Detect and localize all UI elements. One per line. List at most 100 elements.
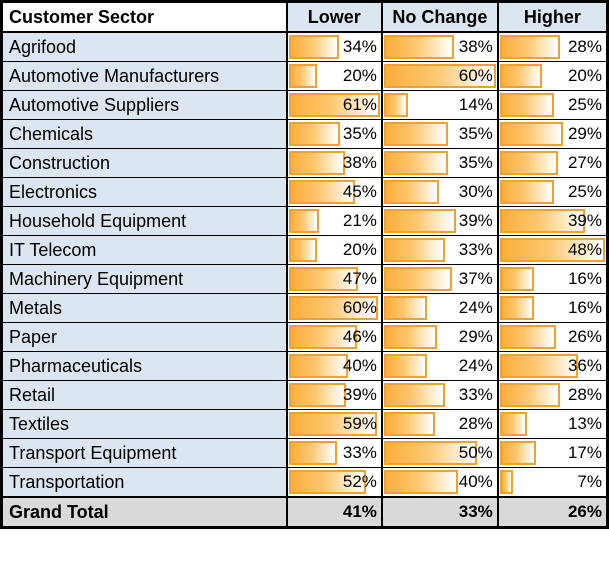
data-bar [383,93,409,117]
data-bar [288,470,367,494]
percent-value: 16% [567,269,602,288]
sector-label: Electronics [0,177,288,207]
data-bar [499,383,561,407]
data-bar [499,180,554,204]
sector-label: Paper [0,322,288,352]
data-bar [383,151,449,175]
grand-total-row: Grand Total 41% 33% 26% [0,496,609,528]
data-cell-higher: 16% [496,293,609,323]
table-row: Metals 60% 24% 16% [0,293,609,323]
percent-value: 46% [342,327,377,346]
data-bar [499,412,527,436]
data-cell-lower: 59% [285,409,383,439]
percent-value: 45% [342,182,377,201]
data-cell-no-change: 24% [380,293,499,323]
data-cell-lower: 35% [285,119,383,149]
data-bar [288,325,357,349]
sector-label: Textiles [0,409,288,439]
sector-label: Machinery Equipment [0,264,288,294]
percent-value: 25% [567,95,602,114]
data-bar [499,296,534,320]
data-bar [383,412,436,436]
data-bar [383,296,428,320]
data-bar [383,267,453,291]
data-cell-higher: 39% [496,206,609,236]
sector-label: Metals [0,293,288,323]
table-row: Pharmaceuticals 40% 24% 36% [0,351,609,381]
data-cell-no-change: 38% [380,31,499,62]
percent-value: 35% [342,124,377,143]
data-cell-no-change: 33% [380,235,499,265]
data-bar [383,209,456,233]
percent-value: 21% [342,211,377,230]
sector-label: Construction [0,148,288,178]
data-bar [383,35,454,59]
table-row: Automotive Suppliers 61% 14% 25% [0,90,609,120]
data-cell-no-change: 35% [380,148,499,178]
table-row: Transport Equipment 33% 50% 17% [0,438,609,468]
sector-label: Household Equipment [0,206,288,236]
data-cell-no-change: 35% [380,119,499,149]
data-bar [383,122,449,146]
grand-total-no-change-value: 33% [380,496,499,528]
percent-value: 17% [567,443,602,462]
data-cell-higher: 7% [496,467,609,498]
data-cell-no-change: 40% [380,467,499,498]
data-bar [383,180,439,204]
data-cell-no-change: 39% [380,206,499,236]
data-bar [383,354,428,378]
table-row: Machinery Equipment 47% 37% 16% [0,264,609,294]
percent-value: 39% [342,385,377,404]
data-bar [288,35,339,59]
data-cell-no-change: 28% [380,409,499,439]
data-bar [288,238,318,262]
data-bar [499,238,605,262]
data-bar [288,180,356,204]
data-cell-lower: 39% [285,380,383,410]
percent-value: 29% [458,327,493,346]
data-bar [383,238,445,262]
percent-value: 28% [567,385,602,404]
percent-value: 48% [567,240,602,259]
data-cell-no-change: 60% [380,61,499,91]
data-cell-lower: 34% [285,31,383,62]
column-header-no-change: No Change [380,1,499,33]
data-cell-higher: 48% [496,235,609,265]
percent-value: 38% [458,37,493,56]
data-cell-higher: 36% [496,351,609,381]
percent-value: 40% [342,356,377,375]
sector-label: IT Telecom [0,235,288,265]
table-row: Agrifood 34% 38% 28% [0,31,609,62]
table-row: Paper 46% 29% 26% [0,322,609,352]
data-cell-higher: 26% [496,322,609,352]
percent-value: 29% [567,124,602,143]
data-bar [499,470,514,494]
data-cell-higher: 16% [496,264,609,294]
data-bar [288,267,359,291]
percent-value: 25% [567,182,602,201]
data-cell-higher: 13% [496,409,609,439]
table-row: Automotive Manufacturers 20% 60% 20% [0,61,609,91]
table-row: Textiles 59% 28% 13% [0,409,609,439]
percent-value: 27% [567,153,602,172]
percent-value: 30% [458,182,493,201]
percent-value: 35% [458,124,493,143]
data-bar [288,64,318,88]
percent-value: 16% [567,298,602,317]
data-cell-lower: 61% [285,90,383,120]
data-cell-lower: 33% [285,438,383,468]
table-row: Retail 39% 33% 28% [0,380,609,410]
percent-value: 20% [567,66,602,85]
percent-value: 38% [342,153,377,172]
sector-label: Pharmaceuticals [0,351,288,381]
header-row: Customer Sector Lower No Change Higher [0,1,609,33]
percent-value: 20% [342,240,377,259]
data-cell-lower: 46% [285,322,383,352]
sector-label: Automotive Suppliers [0,90,288,120]
data-bar [383,441,477,465]
data-cell-higher: 28% [496,31,609,62]
percent-value: 34% [342,37,377,56]
data-cell-higher: 25% [496,177,609,207]
sector-label: Chemicals [0,119,288,149]
data-bar [383,383,445,407]
